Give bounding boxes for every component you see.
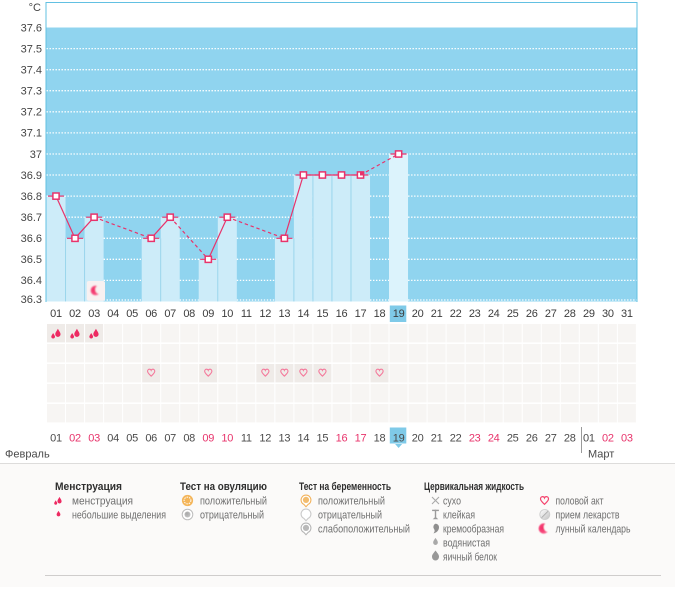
svg-text:37.3: 37.3 [21,86,42,98]
svg-text:19: 19 [393,433,405,445]
svg-text:03: 03 [88,433,100,445]
svg-text:19: 19 [393,308,405,320]
svg-text:06: 06 [145,308,157,320]
svg-text:20: 20 [412,308,424,320]
svg-text:небольшие выделения: небольшие выделения [72,510,166,522]
svg-text:08: 08 [183,433,195,445]
svg-text:37.5: 37.5 [21,43,42,55]
svg-text:17: 17 [355,308,367,320]
svg-text:водянистая: водянистая [443,538,490,550]
svg-text:07: 07 [164,433,176,445]
svg-text:Тест на беременность: Тест на беременность [299,481,391,493]
svg-text:менструация: менструация [72,496,133,508]
svg-text:16: 16 [336,308,348,320]
svg-text:20: 20 [412,433,424,445]
svg-text:Февраль: Февраль [5,449,50,461]
svg-text:28: 28 [564,308,576,320]
svg-text:30: 30 [602,308,614,320]
svg-text:37.6: 37.6 [21,22,42,34]
svg-text:05: 05 [126,433,138,445]
svg-text:клейкая: клейкая [443,510,475,522]
svg-text:12: 12 [259,308,271,320]
svg-text:24: 24 [488,308,500,320]
svg-text:15: 15 [317,308,329,320]
svg-text:слабоположительный: слабоположительный [318,524,410,536]
svg-text:37: 37 [30,149,42,161]
svg-text:26: 26 [526,433,538,445]
svg-text:36.3: 36.3 [21,294,42,306]
svg-text:03: 03 [621,433,633,445]
svg-text:12: 12 [259,433,271,445]
svg-text:02: 02 [69,308,81,320]
svg-text:°C: °C [29,2,41,14]
svg-text:21: 21 [431,308,443,320]
svg-text:36.7: 36.7 [21,212,42,224]
svg-text:кремообразная: кремообразная [443,524,504,536]
svg-text:18: 18 [374,433,386,445]
svg-text:05: 05 [126,308,138,320]
svg-text:17: 17 [355,433,367,445]
svg-text:25: 25 [507,433,519,445]
svg-text:09: 09 [202,308,214,320]
svg-text:15: 15 [317,433,329,445]
svg-text:36.4: 36.4 [21,275,42,287]
svg-text:лунный календарь: лунный календарь [556,524,631,536]
svg-text:27: 27 [545,433,557,445]
svg-text:03: 03 [88,308,100,320]
svg-text:36.5: 36.5 [21,254,42,266]
svg-text:08: 08 [183,308,195,320]
svg-text:23: 23 [469,308,481,320]
svg-text:13: 13 [279,308,291,320]
svg-text:37.2: 37.2 [21,107,42,119]
svg-text:36.9: 36.9 [21,170,42,182]
svg-text:10: 10 [221,433,233,445]
svg-text:14: 14 [298,308,310,320]
svg-text:06: 06 [145,433,157,445]
svg-text:половой акт: половой акт [556,496,604,508]
svg-text:37.4: 37.4 [21,65,42,77]
svg-text:01: 01 [583,433,595,445]
svg-text:18: 18 [374,308,386,320]
svg-text:отрицательный: отрицательный [200,510,264,522]
svg-text:02: 02 [69,433,81,445]
svg-text:положительный: положительный [200,496,267,508]
svg-text:28: 28 [564,433,576,445]
svg-text:27: 27 [545,308,557,320]
svg-text:11: 11 [241,433,252,445]
svg-text:37.1: 37.1 [21,128,42,140]
svg-text:яичный белок: яичный белок [443,552,497,564]
svg-text:положительный: положительный [318,496,385,508]
svg-text:09: 09 [202,433,214,445]
svg-text:26: 26 [526,308,538,320]
svg-text:прием лекарств: прием лекарств [556,510,620,522]
svg-text:24: 24 [488,433,500,445]
svg-text:36.8: 36.8 [21,191,42,203]
svg-text:36.6: 36.6 [21,233,42,245]
svg-text:07: 07 [164,308,176,320]
svg-text:сухо: сухо [443,496,461,508]
svg-text:10: 10 [221,308,233,320]
svg-text:02: 02 [602,433,614,445]
svg-text:04: 04 [107,433,119,445]
svg-text:22: 22 [450,308,462,320]
svg-text:04: 04 [107,308,119,320]
svg-text:31: 31 [621,308,633,320]
svg-text:25: 25 [507,308,519,320]
svg-text:Тест на овуляцию: Тест на овуляцию [180,481,267,493]
svg-text:Цервикальная жидкость: Цервикальная жидкость [424,481,524,493]
svg-text:13: 13 [279,433,291,445]
svg-text:16: 16 [336,433,348,445]
svg-text:отрицательный: отрицательный [318,510,382,522]
svg-text:22: 22 [450,433,462,445]
svg-text:11: 11 [241,308,252,320]
svg-text:Март: Март [588,449,614,461]
svg-text:01: 01 [50,433,62,445]
svg-text:29: 29 [583,308,595,320]
svg-text:21: 21 [431,433,443,445]
svg-text:Менструация: Менструация [55,481,122,493]
svg-text:14: 14 [298,433,310,445]
svg-text:23: 23 [469,433,481,445]
svg-text:01: 01 [50,308,62,320]
